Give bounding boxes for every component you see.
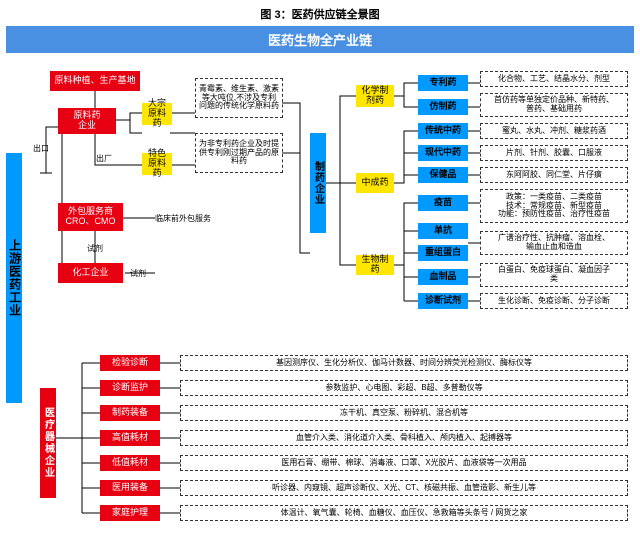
- generic: 仿制药: [418, 99, 468, 115]
- ddev6: 听诊器、内窥镜、超声诊断仪、X光、CT、核磁共振、血管造影、新生儿等: [180, 480, 628, 496]
- ddev2: 参数监护、心电图、彩超、B超、多普勒仪等: [180, 380, 628, 396]
- outsrc: 外包服务商 CRO、CMO: [58, 203, 123, 231]
- spec-api: 特色 原料药: [142, 153, 172, 175]
- ddev1: 基因测序仪、生化分析仪、伽马计数器、时间分辨荧光检测仪、酶标仪等: [180, 355, 628, 371]
- d11: 生化诊断、免疫诊断、分子诊断: [480, 293, 628, 309]
- d7: 东阿阿胶、同仁堂、片仔癀: [480, 167, 628, 183]
- ddev4: 血管介入类、消化道介入类、骨科植入、颅内植入、起搏器等: [180, 430, 628, 446]
- mod-tcm: 现代中药: [418, 145, 468, 161]
- dash-spec: 为非专利药企业及时提 供专利刚过期产品的原 料药: [195, 133, 283, 173]
- recomb: 重组蛋白: [418, 245, 468, 261]
- figure-title: 图 3：医药供应链全景图: [0, 0, 640, 26]
- lbl-export: 出口: [33, 143, 49, 154]
- pharma-ent-rail: 制药企业: [310, 133, 326, 233]
- diag: 诊断试剂: [418, 293, 468, 309]
- d5: 蜜丸、水丸、冲剂、糖浆药酒: [480, 123, 628, 139]
- chem-prep: 化学制 剂药: [356, 85, 394, 107]
- vaccine: 疫苗: [418, 195, 468, 211]
- dev7: 家庭护理: [100, 505, 160, 521]
- blood: 血制品: [418, 269, 468, 285]
- dev2: 诊断监护: [100, 380, 160, 396]
- d3: 化合物、工艺、结晶水分、剂型: [480, 71, 628, 87]
- bulk-api: 大宗 原料药: [142, 103, 172, 125]
- lbl-reagent1: 试剂: [87, 243, 103, 254]
- tcm: 中成药: [356, 173, 394, 193]
- dev5: 低值耗材: [100, 455, 160, 471]
- d8: 政策：一类疫苗、二类疫苗 技术：常规疫苗、新型疫苗 功能：预防性疫苗、治疗性疫苗: [480, 189, 628, 223]
- health: 保健品: [418, 167, 468, 183]
- rm-ent: 原料药 企业: [58, 108, 116, 134]
- ddev3: 冻干机、真空泵、粉碎机、混合机等: [180, 405, 628, 421]
- banner: 医药生物全产业链: [6, 26, 634, 53]
- ddev7: 体温计、氧气囊、轮椅、血糖仪、血压仪、急救箱等头条号 / 网货之家: [180, 505, 628, 521]
- dev4: 高值耗材: [100, 430, 160, 446]
- rm-base: 原料种植、生产基地: [50, 71, 140, 91]
- d4: 首仿药等单独定价品种、新特药、 普药、基础用药: [480, 93, 628, 117]
- ddev5: 医用石膏、绷带、棉球、消毒液、口罩、X光胶片、血液袋等一次用品: [180, 455, 628, 471]
- trad-tcm: 传统中药: [418, 123, 468, 139]
- lbl-factory: 出厂: [96, 153, 112, 164]
- patent: 专利药: [418, 75, 468, 91]
- chem-ent: 化工企业: [58, 263, 123, 283]
- left-rail: 上游医药工业: [6, 153, 22, 403]
- d9: 广谱治疗性、抗肿瘤、溶血栓、 输血止血和造血: [480, 231, 628, 255]
- dev1: 检验诊断: [100, 355, 160, 371]
- device-ent-rail: 医疗器械企业: [40, 388, 56, 498]
- mab: 单抗: [418, 223, 468, 239]
- bio: 生物制药: [356, 255, 394, 275]
- d6: 片剂、针剂、胶囊、口服液: [480, 145, 628, 161]
- dash-bulk: 青霉素、维生素、激素 等大吨位,不涉及专利 问题的传统化学原料药: [195, 78, 283, 118]
- diagram-canvas: 上游医药工业 制药企业 医疗器械企业 原料种植、生产基地 原料药 企业 大宗 原…: [0, 53, 640, 533]
- lbl-reagent2: 试剂: [130, 268, 146, 279]
- d10: 白蛋白、免疫球蛋白、凝血因子 类: [480, 263, 628, 287]
- dev6: 医用装备: [100, 480, 160, 496]
- lbl-clinical: 临床前外包服务: [155, 213, 211, 224]
- dev3: 制药装备: [100, 405, 160, 421]
